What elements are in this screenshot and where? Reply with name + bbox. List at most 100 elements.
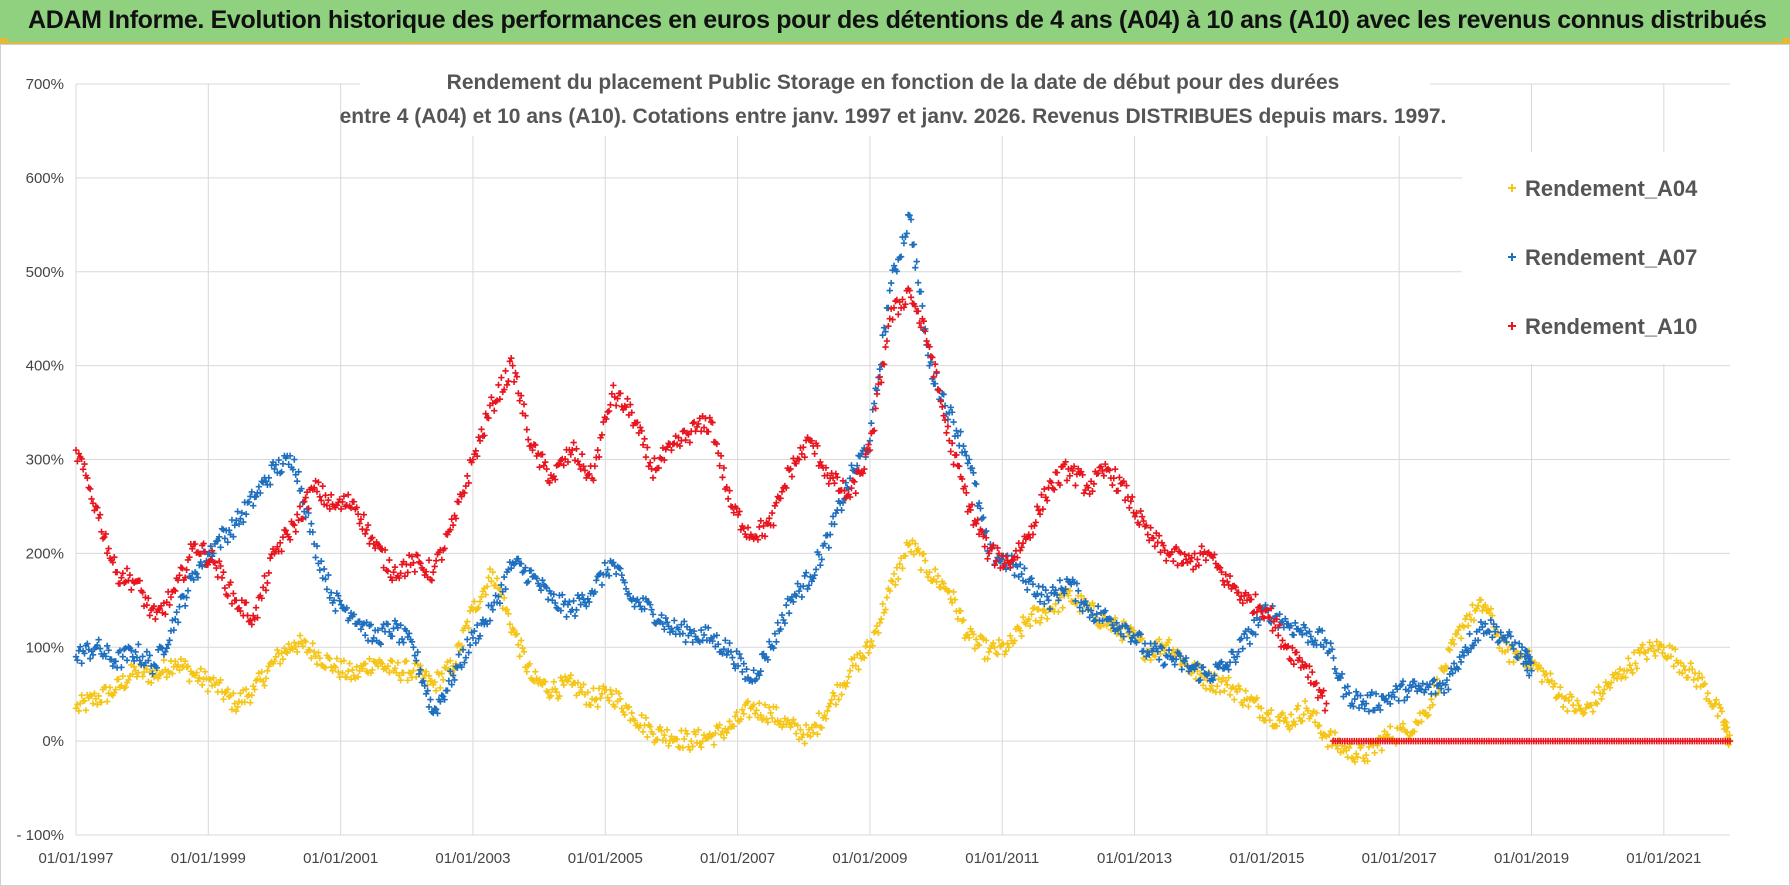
point-Rendement_A07: [648, 606, 655, 613]
point-Rendement_A07: [950, 418, 957, 426]
point-Rendement_A04: [230, 690, 237, 697]
point-Rendement_A07: [774, 619, 781, 626]
point-Rendement_A04: [950, 588, 957, 596]
point-Rendement_A04: [550, 678, 557, 686]
point-Rendement_A10: [177, 564, 185, 571]
point-Rendement_A10: [948, 439, 956, 447]
point-Rendement_A07: [1401, 697, 1408, 704]
point-Rendement_A10: [242, 599, 250, 606]
point-Rendement_A07: [625, 590, 633, 597]
point-Rendement_A04: [767, 709, 774, 717]
point-Rendement_A04: [1221, 687, 1228, 695]
point-Rendement_A07: [1411, 678, 1418, 685]
point-Rendement_A04: [374, 662, 382, 670]
point-Rendement_A04: [181, 657, 189, 665]
point-Rendement_A04: [133, 673, 141, 680]
point-Rendement_A04: [1017, 627, 1024, 634]
point-Rendement_A04: [271, 658, 278, 665]
point-Rendement_A04: [1625, 655, 1632, 662]
point-Rendement_A10: [638, 427, 645, 435]
point-Rendement_A10: [770, 522, 777, 529]
point-Rendement_A10: [278, 548, 285, 555]
point-Rendement_A10: [1266, 614, 1273, 621]
point-Rendement_A10: [139, 589, 146, 596]
point-Rendement_A07: [466, 641, 474, 649]
point-Rendement_A04: [1574, 697, 1581, 704]
point-Rendement_A07: [1215, 664, 1222, 671]
point-Rendement_A04: [699, 738, 706, 745]
point-Rendement_A07: [1460, 652, 1468, 659]
point-Rendement_A07: [1375, 702, 1383, 709]
point-Rendement_A10: [302, 494, 309, 501]
point-Rendement_A07: [827, 531, 834, 538]
point-Rendement_A10: [103, 550, 111, 557]
point-Rendement_A04: [838, 691, 845, 698]
point-Rendement_A10: [846, 493, 854, 501]
point-Rendement_A07: [1327, 640, 1334, 647]
point-Rendement_A04: [354, 673, 362, 680]
point-Rendement_A04: [1334, 745, 1341, 752]
point-Rendement_A04: [122, 683, 129, 691]
point-Rendement_A07: [870, 400, 878, 407]
point-Rendement_A07: [957, 428, 964, 435]
point-Rendement_A04: [1598, 695, 1605, 703]
point-Rendement_A10: [628, 409, 635, 416]
point-Rendement_A04: [1345, 744, 1353, 751]
point-Rendement_A07: [719, 650, 726, 657]
point-Rendement_A07: [1459, 648, 1466, 656]
point-Rendement_A07: [176, 603, 183, 610]
point-Rendement_A04: [1652, 652, 1659, 660]
point-Rendement_A04: [1623, 667, 1631, 674]
point-Rendement_A04: [276, 660, 284, 667]
point-Rendement_A04: [308, 654, 315, 662]
point-Rendement_A10: [79, 466, 87, 473]
point-Rendement_A04: [1235, 682, 1242, 689]
point-Rendement_A04: [1225, 674, 1232, 681]
point-Rendement_A10: [851, 478, 858, 485]
chart-title-line2: entre 4 (A04) et 10 ans (A10). Cotations…: [340, 105, 1447, 128]
point-Rendement_A04: [812, 722, 820, 729]
point-Rendement_A10: [798, 450, 806, 458]
x-tick-label: 01/01/2021: [1626, 850, 1701, 867]
point-Rendement_A10: [787, 465, 794, 473]
point-Rendement_A04: [1425, 711, 1432, 719]
point-Rendement_A10: [98, 528, 105, 536]
point-Rendement_A04: [621, 711, 628, 719]
point-Rendement_A04: [312, 652, 319, 660]
point-Rendement_A04: [882, 606, 889, 613]
point-Rendement_A07: [812, 566, 820, 573]
point-Rendement_A10: [150, 602, 158, 610]
point-Rendement_A10: [189, 545, 196, 552]
y-tick-label: 300%: [26, 452, 64, 469]
point-Rendement_A10: [907, 294, 915, 301]
point-Rendement_A04: [220, 696, 227, 703]
point-Rendement_A10: [1248, 596, 1255, 603]
point-Rendement_A04: [119, 672, 126, 680]
point-Rendement_A07: [1345, 689, 1353, 697]
point-Rendement_A07: [364, 637, 372, 644]
point-Rendement_A07: [571, 612, 579, 620]
point-Rendement_A07: [1034, 590, 1041, 597]
point-Rendement_A07: [679, 630, 686, 637]
point-Rendement_A07: [441, 696, 448, 703]
point-Rendement_A07: [948, 409, 956, 416]
point-Rendement_A10: [1150, 534, 1157, 542]
point-Rendement_A10: [1147, 524, 1154, 531]
point-Rendement_A10: [1017, 547, 1024, 554]
point-Rendement_A04: [615, 690, 623, 697]
point-Rendement_A10: [1290, 661, 1298, 668]
point-Rendement_A10: [432, 557, 440, 564]
point-Rendement_A07: [584, 595, 591, 602]
point-Rendement_A10: [1141, 523, 1149, 530]
point-Rendement_A04: [1547, 670, 1554, 677]
point-Rendement_A10: [705, 428, 712, 435]
point-Rendement_A04: [1622, 674, 1629, 681]
point-Rendement_A07: [1438, 685, 1445, 692]
point-Rendement_A07: [384, 621, 392, 628]
point-Rendement_A10: [327, 491, 335, 499]
point-Rendement_A04: [1595, 683, 1602, 691]
point-Rendement_A07: [577, 601, 584, 608]
point-Rendement_A10: [1157, 548, 1164, 556]
point-Rendement_A10: [78, 455, 85, 463]
point-Rendement_A07: [902, 233, 909, 241]
